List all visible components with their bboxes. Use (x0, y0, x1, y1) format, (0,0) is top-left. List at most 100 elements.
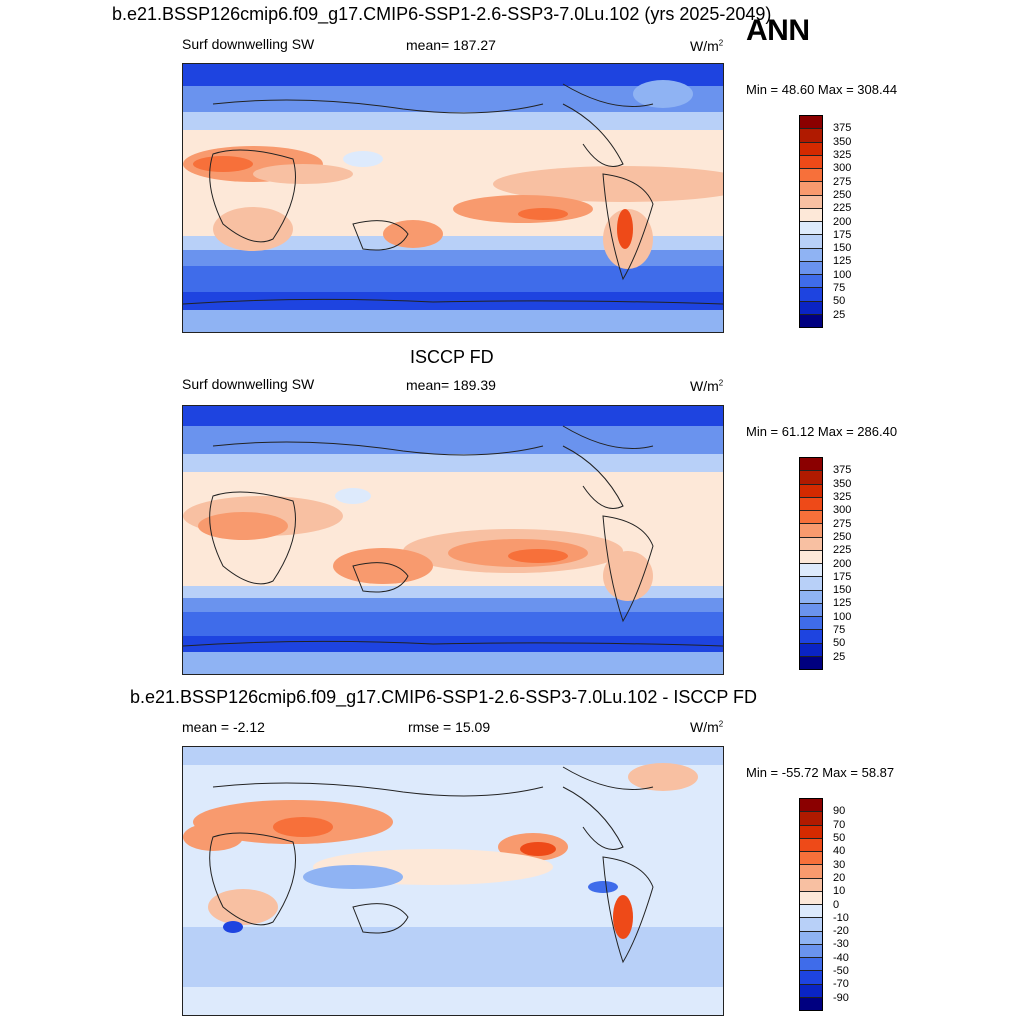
colorbar-tick-label: 275 (833, 517, 852, 530)
panel2-minmax: Min = 61.12 Max = 286.40 (746, 424, 898, 439)
colorbar-swatch (800, 603, 822, 617)
colorbar-tick-label: -40 (833, 951, 849, 964)
colorbar-swatch (800, 656, 822, 669)
colorbar-tick-label: 325 (833, 490, 852, 503)
panel2-title: ISCCP FD (410, 347, 494, 367)
colorbar-swatch (800, 129, 822, 143)
colorbar-swatch (800, 484, 822, 498)
colorbar-tick-label: -30 (833, 938, 849, 951)
colorbar-swatch (800, 222, 822, 236)
colorbar-swatch (800, 142, 822, 156)
model-surface-sw-map (182, 63, 724, 333)
colorbar-swatch (800, 458, 822, 472)
colorbar-swatch (800, 497, 822, 511)
colorbar-tick-label: 75 (833, 624, 846, 637)
colorbar-tick-label: 50 (833, 831, 846, 844)
panel3-rmse-label: rmse = 15.09 (408, 719, 491, 735)
colorbar-swatch (800, 261, 822, 275)
panel1-mean-label: mean= 187.27 (406, 37, 496, 53)
colorbar-tick-label: 300 (833, 504, 852, 517)
colorbar-swatch (800, 550, 822, 564)
colorbar-tick-label: -70 (833, 978, 849, 991)
colorbar-swatch (800, 182, 822, 196)
colorbar-swatch (800, 997, 822, 1010)
colorbar-swatch (800, 275, 822, 289)
colorbar-swatch (800, 944, 822, 958)
colorbar-swatch (800, 511, 822, 525)
colorbar-tick-label: 0 (833, 898, 840, 911)
colorbar-swatch (800, 524, 822, 538)
colorbar-tick-label: 250 (833, 530, 852, 543)
colorbar-tick-label: -20 (833, 925, 849, 938)
colorbar-tick-label: 325 (833, 148, 852, 161)
colorbar-swatch (800, 235, 822, 249)
colorbar-tick-label: 100 (833, 610, 852, 623)
panel1-units: W/m2 (690, 38, 724, 54)
colorbar-tick-label: 30 (833, 858, 846, 871)
colorbar-swatch (800, 891, 822, 905)
colorbar-tick-label: 175 (833, 570, 852, 583)
panel1-colorbar (799, 115, 823, 328)
colorbar-tick-label: 375 (833, 122, 852, 135)
colorbar-tick-label: 10 (833, 885, 846, 898)
colorbar-tick-label: 150 (833, 242, 852, 255)
colorbar-tick-label: 70 (833, 818, 846, 831)
colorbar-swatch (800, 918, 822, 932)
colorbar-tick-label: 350 (833, 135, 852, 148)
colorbar-swatch (800, 564, 822, 578)
colorbar-tick-label: 25 (833, 650, 846, 663)
colorbar-swatch (800, 208, 822, 222)
panel3-units: W/m2 (690, 719, 724, 735)
colorbar-tick-label: 25 (833, 308, 846, 321)
colorbar-tick-label: 300 (833, 162, 852, 175)
panel3-mean-label: mean = -2.12 (182, 719, 265, 735)
colorbar-swatch (800, 838, 822, 852)
colorbar-swatch (800, 865, 822, 879)
colorbar-swatch (800, 169, 822, 183)
colorbar-swatch (800, 617, 822, 631)
colorbar-tick-label: 200 (833, 557, 852, 570)
colorbar-swatch (800, 301, 822, 315)
colorbar-swatch (800, 799, 822, 813)
panel1-title: b.e21.BSSP126cmip6.f09_g17.CMIP6-SSP1-2.… (112, 4, 772, 24)
colorbar-swatch (800, 537, 822, 551)
colorbar-swatch (800, 825, 822, 839)
colorbar-tick-label: 175 (833, 228, 852, 241)
colorbar-tick-label: 150 (833, 584, 852, 597)
colorbar-swatch (800, 195, 822, 209)
panel2-mean-label: mean= 189.39 (406, 377, 496, 393)
colorbar-tick-label: -10 (833, 911, 849, 924)
season-label: ANN (746, 14, 810, 47)
isccp-surface-sw-map (182, 405, 724, 675)
colorbar-swatch (800, 905, 822, 919)
colorbar-swatch (800, 852, 822, 866)
colorbar-tick-label: 100 (833, 268, 852, 281)
colorbar-swatch (800, 471, 822, 485)
colorbar-tick-label: 225 (833, 202, 852, 215)
colorbar-swatch (800, 248, 822, 262)
colorbar-swatch (800, 288, 822, 302)
panel3-title: b.e21.BSSP126cmip6.f09_g17.CMIP6-SSP1-2.… (130, 687, 758, 707)
colorbar-tick-label: 125 (833, 597, 852, 610)
difference-map (182, 746, 724, 1016)
colorbar-swatch (800, 958, 822, 972)
colorbar-swatch (800, 878, 822, 892)
colorbar-tick-label: -90 (833, 991, 849, 1004)
colorbar-swatch (800, 116, 822, 130)
panel1-minmax: Min = 48.60 Max = 308.44 (746, 82, 898, 97)
colorbar-swatch (800, 812, 822, 826)
colorbar-tick-label: 50 (833, 295, 846, 308)
panel1-variable-label: Surf downwelling SW (182, 36, 315, 52)
colorbar-swatch (800, 590, 822, 604)
colorbar-tick-label: 40 (833, 845, 846, 858)
colorbar-swatch (800, 971, 822, 985)
colorbar-tick-label: 90 (833, 805, 846, 818)
colorbar-swatch (800, 314, 822, 327)
colorbar-tick-label: 200 (833, 215, 852, 228)
colorbar-tick-label: 250 (833, 188, 852, 201)
colorbar-tick-label: 225 (833, 544, 852, 557)
panel2-colorbar (799, 457, 823, 670)
colorbar-swatch (800, 643, 822, 657)
panel3-colorbar (799, 798, 823, 1011)
colorbar-tick-label: 75 (833, 282, 846, 295)
